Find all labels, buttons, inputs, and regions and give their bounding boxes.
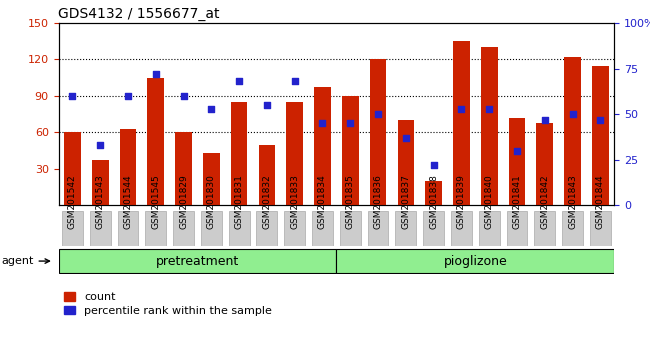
Bar bbox=[509, 118, 525, 205]
Text: GSM201833: GSM201833 bbox=[290, 174, 299, 229]
Point bbox=[512, 148, 522, 154]
FancyBboxPatch shape bbox=[229, 211, 250, 246]
Bar bbox=[592, 65, 608, 205]
Bar bbox=[203, 153, 220, 205]
Text: GSM201543: GSM201543 bbox=[96, 174, 105, 229]
Bar bbox=[398, 120, 414, 205]
FancyBboxPatch shape bbox=[118, 211, 138, 246]
Point bbox=[178, 93, 188, 99]
Point bbox=[317, 120, 328, 126]
Point bbox=[67, 93, 77, 99]
FancyBboxPatch shape bbox=[368, 211, 389, 246]
Text: GSM201832: GSM201832 bbox=[263, 174, 272, 229]
FancyBboxPatch shape bbox=[173, 211, 194, 246]
Bar bbox=[64, 132, 81, 205]
Text: GSM201830: GSM201830 bbox=[207, 174, 216, 229]
Point bbox=[567, 111, 578, 117]
Bar bbox=[370, 59, 386, 205]
Point bbox=[123, 93, 133, 99]
Point bbox=[206, 106, 216, 112]
Bar bbox=[92, 160, 109, 205]
Text: GDS4132 / 1556677_at: GDS4132 / 1556677_at bbox=[58, 7, 220, 21]
Text: agent: agent bbox=[1, 256, 49, 266]
Text: GSM201839: GSM201839 bbox=[457, 174, 466, 229]
FancyBboxPatch shape bbox=[590, 211, 611, 246]
FancyBboxPatch shape bbox=[395, 211, 416, 246]
Bar bbox=[536, 123, 553, 205]
Bar bbox=[148, 78, 164, 205]
Bar bbox=[453, 41, 470, 205]
Bar bbox=[58, 249, 337, 273]
FancyBboxPatch shape bbox=[451, 211, 472, 246]
FancyBboxPatch shape bbox=[312, 211, 333, 246]
FancyBboxPatch shape bbox=[506, 211, 527, 246]
Point bbox=[373, 111, 384, 117]
Point bbox=[400, 135, 411, 141]
Text: GSM201544: GSM201544 bbox=[124, 174, 133, 229]
Point bbox=[234, 79, 244, 84]
FancyBboxPatch shape bbox=[257, 211, 278, 246]
Bar bbox=[287, 102, 303, 205]
Point bbox=[289, 79, 300, 84]
Bar bbox=[425, 181, 442, 205]
Text: GSM201842: GSM201842 bbox=[540, 174, 549, 229]
Bar bbox=[259, 144, 275, 205]
Text: pioglizone: pioglizone bbox=[443, 255, 507, 268]
Bar bbox=[481, 47, 497, 205]
Text: GSM201837: GSM201837 bbox=[401, 174, 410, 229]
FancyBboxPatch shape bbox=[284, 211, 305, 246]
Point bbox=[151, 71, 161, 77]
Point bbox=[345, 120, 356, 126]
FancyBboxPatch shape bbox=[479, 211, 500, 246]
Text: GSM201838: GSM201838 bbox=[429, 174, 438, 229]
Point bbox=[262, 102, 272, 108]
Text: GSM201829: GSM201829 bbox=[179, 174, 188, 229]
Text: GSM201844: GSM201844 bbox=[596, 174, 605, 229]
Point bbox=[540, 117, 550, 122]
Bar bbox=[342, 96, 359, 205]
Text: GSM201831: GSM201831 bbox=[235, 174, 244, 229]
Bar bbox=[176, 132, 192, 205]
Text: GSM201841: GSM201841 bbox=[512, 174, 521, 229]
Point bbox=[595, 117, 606, 122]
Point bbox=[484, 106, 495, 112]
Point bbox=[428, 162, 439, 168]
Text: GSM201835: GSM201835 bbox=[346, 174, 355, 229]
Text: GSM201836: GSM201836 bbox=[374, 174, 383, 229]
Bar bbox=[564, 57, 581, 205]
Legend: count, percentile rank within the sample: count, percentile rank within the sample bbox=[64, 292, 272, 316]
Point bbox=[95, 142, 105, 148]
Text: GSM201542: GSM201542 bbox=[68, 174, 77, 229]
Text: GSM201834: GSM201834 bbox=[318, 174, 327, 229]
FancyBboxPatch shape bbox=[534, 211, 555, 246]
Bar bbox=[337, 249, 614, 273]
FancyBboxPatch shape bbox=[201, 211, 222, 246]
Text: GSM201545: GSM201545 bbox=[151, 174, 161, 229]
FancyBboxPatch shape bbox=[90, 211, 110, 246]
FancyBboxPatch shape bbox=[423, 211, 444, 246]
FancyBboxPatch shape bbox=[340, 211, 361, 246]
Bar bbox=[231, 102, 248, 205]
Bar bbox=[314, 87, 331, 205]
Point bbox=[456, 106, 467, 112]
Bar bbox=[120, 129, 136, 205]
Text: GSM201840: GSM201840 bbox=[485, 174, 494, 229]
FancyBboxPatch shape bbox=[146, 211, 166, 246]
Text: pretreatment: pretreatment bbox=[156, 255, 239, 268]
Text: GSM201843: GSM201843 bbox=[568, 174, 577, 229]
FancyBboxPatch shape bbox=[562, 211, 583, 246]
FancyBboxPatch shape bbox=[62, 211, 83, 246]
